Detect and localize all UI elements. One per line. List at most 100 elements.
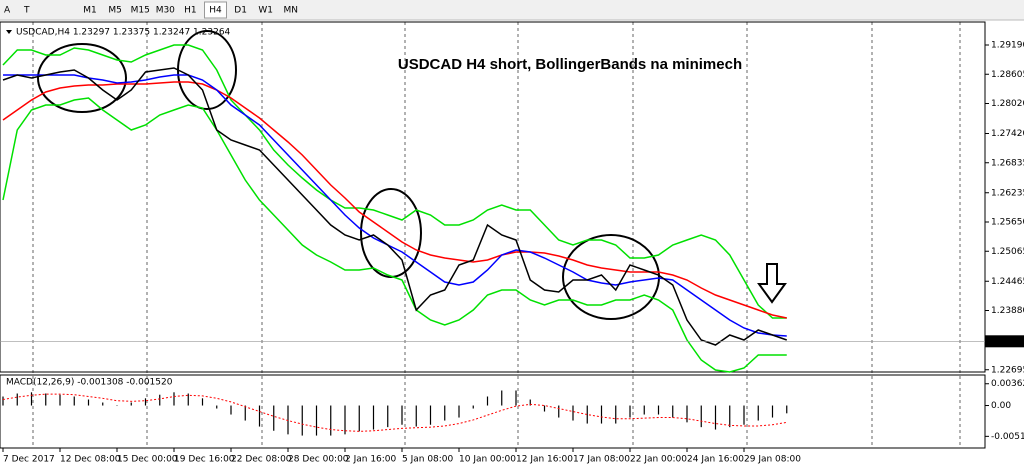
y-tick-label: -0.005130 <box>991 432 1024 442</box>
macd-bar <box>330 405 332 436</box>
y-tick-label: 1.26235 <box>991 188 1024 198</box>
y-tick-label: 0.003624 <box>991 379 1024 389</box>
current-price-box <box>985 335 1024 348</box>
series-line <box>2 67 787 346</box>
macd-bar <box>629 405 631 418</box>
macd-bar <box>287 405 289 435</box>
timeframe-button[interactable]: M5 <box>108 6 122 16</box>
macd-bar <box>159 394 161 406</box>
macd-bar <box>315 405 318 436</box>
x-tick-label: 10 Jan 00:00 <box>459 455 516 465</box>
macd-bar <box>786 405 788 414</box>
tool-button[interactable]: A <box>4 6 11 16</box>
series-line <box>2 44 787 319</box>
macd-bar <box>230 405 232 415</box>
macd-bar <box>672 405 674 418</box>
macd-panel <box>0 374 986 449</box>
macd-bar <box>486 396 489 406</box>
y-tick-label: 1.28605 <box>991 70 1024 80</box>
x-tick-label: 17 Jan 08:00 <box>573 455 630 465</box>
x-tick-label: 19 Dec 16:00 <box>174 455 235 465</box>
annotation-title: USDCAD H4 short, BollingerBands na minim… <box>398 56 742 73</box>
timeframe-button[interactable]: D1 <box>234 6 247 16</box>
y-tick-label: 1.24465 <box>991 277 1024 287</box>
macd-bar <box>501 390 503 406</box>
macd-bar <box>657 405 660 415</box>
macd-bar <box>615 405 617 424</box>
macd-bar <box>144 398 147 406</box>
x-tick-label: 2 Jan 16:00 <box>345 455 397 465</box>
timeframe-button[interactable]: H4 <box>209 6 222 16</box>
macd-bar <box>59 394 61 406</box>
macd-bar <box>244 405 246 421</box>
macd-bar <box>415 405 417 427</box>
macd-bar <box>258 405 261 427</box>
macd-bar <box>444 405 446 421</box>
macd-bar <box>472 405 474 409</box>
series-line <box>2 97 787 373</box>
macd-bar <box>771 405 774 418</box>
x-tick-label: 12 Dec 08:00 <box>60 455 121 465</box>
chart-header: USDCAD,H4 1.23297 1.23375 1.23247 1.2326… <box>16 28 231 38</box>
x-tick-label: 28 Dec 00:00 <box>288 455 349 465</box>
macd-bar <box>344 405 346 435</box>
timeframe-button[interactable]: M30 <box>156 6 175 16</box>
macd-bar <box>757 405 759 421</box>
vertical-grid <box>32 22 961 448</box>
macd-bar <box>700 405 702 428</box>
circle <box>562 234 660 320</box>
y-tick-label: 1.28020 <box>991 99 1024 109</box>
y-tick-label: 1.27420 <box>991 129 1024 139</box>
macd-bar <box>714 405 717 430</box>
macd-bar <box>173 392 175 406</box>
circle <box>37 43 127 113</box>
active-timeframe <box>204 1 227 19</box>
tool-button[interactable]: T <box>23 6 30 16</box>
y-tick-label: 1.25065 <box>991 247 1024 257</box>
macd-bar <box>387 405 389 428</box>
x-tick-label: 22 Jan 00:00 <box>630 455 687 465</box>
y-tick-label: 1.25650 <box>991 218 1024 228</box>
macd-bar <box>643 405 645 415</box>
series-line <box>2 393 787 432</box>
current-price-label: 1.23264 <box>988 337 1024 347</box>
macd-bar <box>73 396 75 406</box>
x-tick-label: 12 Jan 16:00 <box>516 455 573 465</box>
circle <box>177 30 237 110</box>
macd-bar <box>729 405 731 428</box>
header-arrow <box>6 30 12 34</box>
macd-bar <box>529 399 531 406</box>
x-tick-label: 29 Jan 08:00 <box>744 455 801 465</box>
macd-bar <box>558 405 560 418</box>
price-panel <box>0 21 986 373</box>
macd-bar <box>16 393 18 406</box>
macd-bar <box>30 392 33 406</box>
timeframe-button[interactable]: M15 <box>131 6 150 16</box>
macd-bar <box>458 405 460 418</box>
macd-header: MACD(12,26,9) -0.001308 -0.001520 <box>6 378 173 388</box>
macd-bar <box>116 405 118 407</box>
x-tick-label: 5 Jan 08:00 <box>402 455 454 465</box>
arrow <box>757 263 787 304</box>
x-tick-label: 7 Dec 2017 <box>3 455 55 465</box>
timeframe-button[interactable]: H1 <box>184 6 197 16</box>
y-tick-label: 0.00 <box>991 401 1011 411</box>
circle <box>360 188 422 278</box>
y-tick-label: 1.29190 <box>991 41 1024 51</box>
y-tick-label: 1.26835 <box>991 158 1024 168</box>
x-tick-label: 24 Jan 16:00 <box>687 455 744 465</box>
macd-bar <box>187 393 189 406</box>
x-tick-label: 15 Dec 00:00 <box>117 455 178 465</box>
timeframe-button[interactable]: W1 <box>258 6 273 16</box>
macd-bar <box>743 405 745 425</box>
series-line <box>3 74 787 337</box>
toolbar <box>0 0 1024 20</box>
timeframe-button[interactable]: MN <box>284 6 299 16</box>
macd-bar <box>358 405 360 432</box>
macd-bar <box>429 405 432 425</box>
macd-bar <box>130 402 132 406</box>
x-tick-label: 22 Dec 08:00 <box>231 455 292 465</box>
macd-bar <box>201 398 204 406</box>
timeframe-button[interactable]: M1 <box>83 6 97 16</box>
macd-bar <box>543 405 546 412</box>
